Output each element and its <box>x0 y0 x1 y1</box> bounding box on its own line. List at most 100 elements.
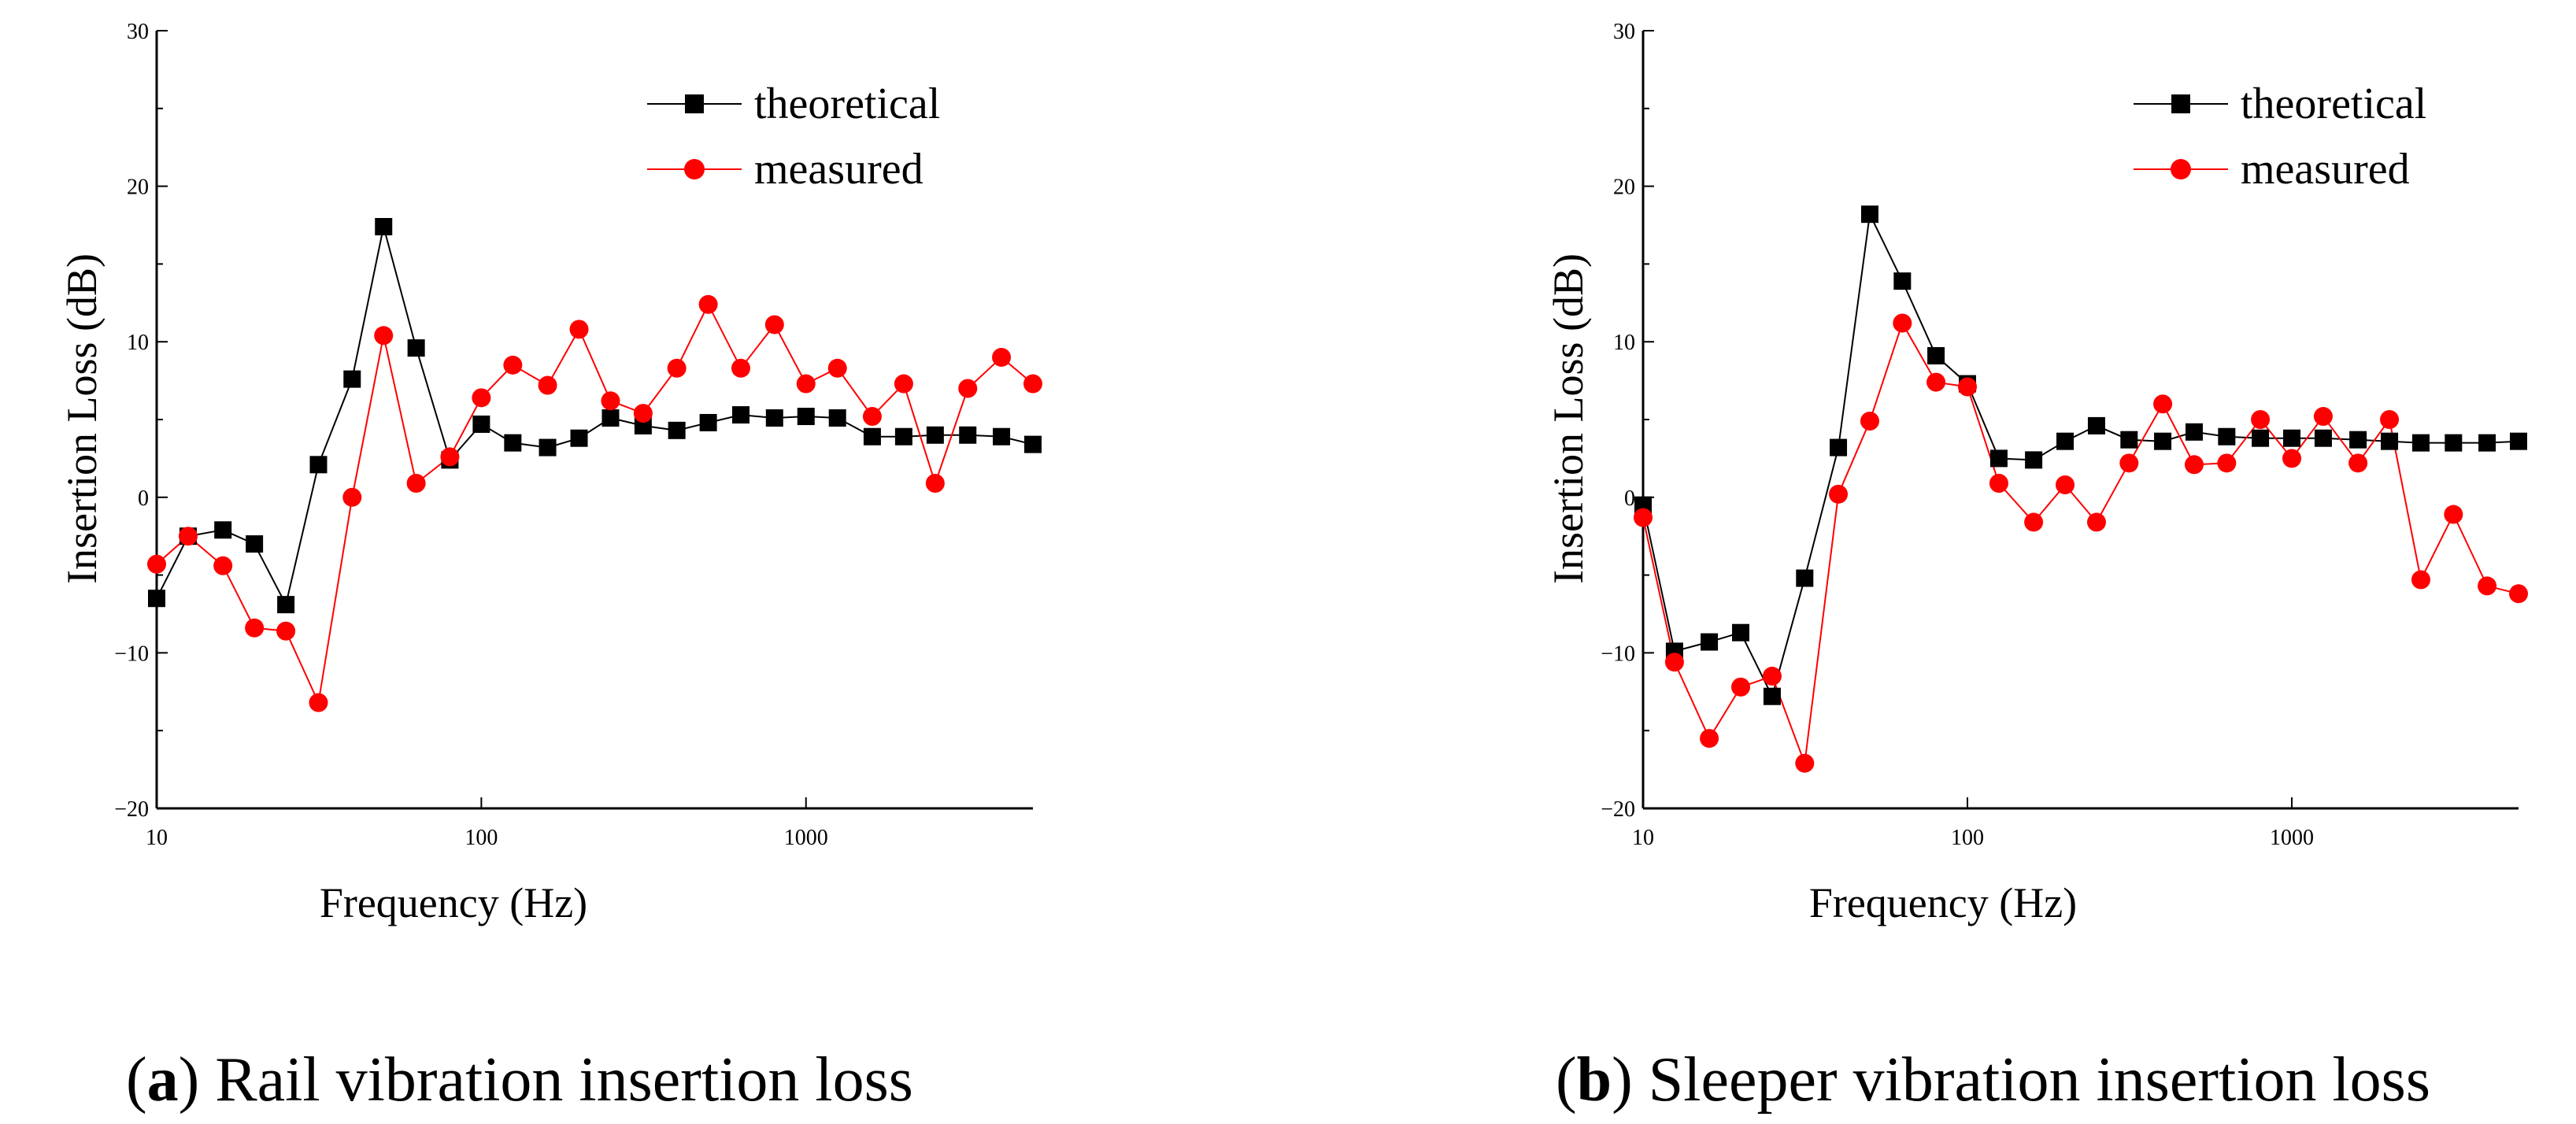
point-measured <box>958 379 978 398</box>
legend-label-measured: measured <box>754 145 923 194</box>
point-measured <box>698 294 718 314</box>
plot-area-b: −20 −10 0 10 20 30 10 100 1000 <box>1601 20 2528 850</box>
point-measured <box>796 374 816 394</box>
point-theoretical <box>407 339 425 357</box>
point-measured <box>1795 753 1815 773</box>
point-theoretical <box>214 521 232 539</box>
point-measured <box>2119 453 2139 473</box>
point-measured <box>2056 475 2075 494</box>
point-theoretical <box>2283 429 2301 447</box>
point-theoretical <box>1701 633 1719 651</box>
point-theoretical <box>699 413 717 431</box>
legend-marker-theoretical <box>685 94 704 113</box>
point-measured <box>2184 455 2204 475</box>
point-theoretical <box>309 456 328 474</box>
point-measured <box>2380 410 2400 429</box>
point-measured <box>374 326 394 346</box>
legend-label-theoretical: theoretical <box>754 79 940 128</box>
point-measured <box>667 358 687 378</box>
y-tick-label: 30 <box>127 20 149 44</box>
point-theoretical <box>828 409 846 427</box>
caption-b: (b) Sleeper vibration insertion loss <box>1556 1045 2430 1115</box>
point-measured <box>2411 570 2430 590</box>
series-line-measured <box>1642 321 2519 764</box>
point-measured <box>925 474 945 494</box>
series-line-theoretical <box>156 226 1034 607</box>
y-tick-label: −10 <box>1601 641 1635 666</box>
y-tick-label: 10 <box>1613 331 1635 355</box>
y-tick-label: −10 <box>114 641 149 666</box>
caption-a: (a) Rail vibration insertion loss <box>126 1045 913 1115</box>
point-theoretical <box>2087 416 2105 434</box>
point-theoretical <box>2056 432 2074 450</box>
series-line-theoretical <box>1642 211 2519 699</box>
point-measured <box>2478 576 2497 596</box>
point-measured <box>1829 484 1849 504</box>
point-measured <box>1860 411 1879 431</box>
point-measured <box>406 474 426 494</box>
point-theoretical <box>2510 432 2527 450</box>
point-measured <box>1762 667 1782 686</box>
legend-marker-measured <box>684 159 705 179</box>
point-theoretical <box>1763 687 1781 705</box>
caption-text: Rail vibration insertion loss <box>215 1045 913 1115</box>
point-measured <box>827 358 847 378</box>
point-measured <box>2086 512 2106 532</box>
legend-marker-measured <box>2171 159 2191 179</box>
point-measured <box>601 391 620 411</box>
point-measured <box>1731 677 1751 697</box>
point-measured <box>2153 394 2173 414</box>
y-tick-label: 0 <box>1624 486 1635 511</box>
x-tick-label: 100 <box>464 826 498 850</box>
plot-area-a: −20 −10 0 10 20 30 10 100 1000 <box>114 20 1042 850</box>
point-measured <box>2444 505 2463 524</box>
caption-text: Sleeper vibration insertion loss <box>1649 1045 2430 1115</box>
point-theoretical <box>732 406 750 424</box>
y-tick-label: 10 <box>127 331 149 355</box>
y-tick-label: 20 <box>127 176 149 200</box>
point-theoretical <box>539 438 557 457</box>
point-measured <box>1893 313 1912 333</box>
point-theoretical <box>2025 451 2043 469</box>
point-theoretical <box>1989 449 2008 468</box>
point-theoretical <box>246 535 264 553</box>
caption-letter: a <box>147 1045 179 1115</box>
point-theoretical <box>2445 434 2463 452</box>
x-axis-title: Frequency (Hz) <box>320 879 587 926</box>
point-measured <box>633 404 653 423</box>
point-measured <box>862 407 882 427</box>
legend: theoretical measured <box>647 79 940 194</box>
point-theoretical <box>2218 427 2236 446</box>
point-measured <box>538 375 557 395</box>
point-theoretical <box>894 427 912 446</box>
point-theoretical <box>668 421 686 439</box>
point-theoretical <box>1927 346 1945 364</box>
point-theoretical <box>1893 272 1912 290</box>
point-measured <box>2348 453 2368 473</box>
legend: theoretical measured <box>2134 79 2426 194</box>
point-theoretical <box>863 427 881 446</box>
point-measured <box>472 388 491 408</box>
point-measured <box>569 320 589 339</box>
y-tick-label: 30 <box>1613 20 1635 44</box>
point-theoretical <box>2120 431 2138 449</box>
point-theoretical <box>472 415 490 433</box>
point-measured <box>1989 474 2008 494</box>
point-theoretical <box>1796 569 1814 587</box>
point-measured <box>2509 584 2528 604</box>
legend-label-theoretical: theoretical <box>2241 79 2426 128</box>
point-measured <box>1958 377 1978 397</box>
point-theoretical <box>926 426 944 444</box>
point-measured <box>1700 729 1719 749</box>
point-theoretical <box>2154 432 2172 450</box>
legend-marker-theoretical <box>2171 94 2190 113</box>
panel-a: −20 −10 0 10 20 30 10 100 1000 Frequency (Hz) In… <box>58 20 1042 1115</box>
point-measured <box>2217 453 2237 473</box>
point-theoretical <box>2185 423 2203 441</box>
panel-b: −20 −10 0 10 20 30 10 100 1000 Frequency (Hz) In… <box>1545 20 2528 1115</box>
point-measured <box>503 355 523 375</box>
point-theoretical <box>277 596 295 614</box>
point-measured <box>309 693 328 712</box>
point-measured <box>245 618 265 638</box>
